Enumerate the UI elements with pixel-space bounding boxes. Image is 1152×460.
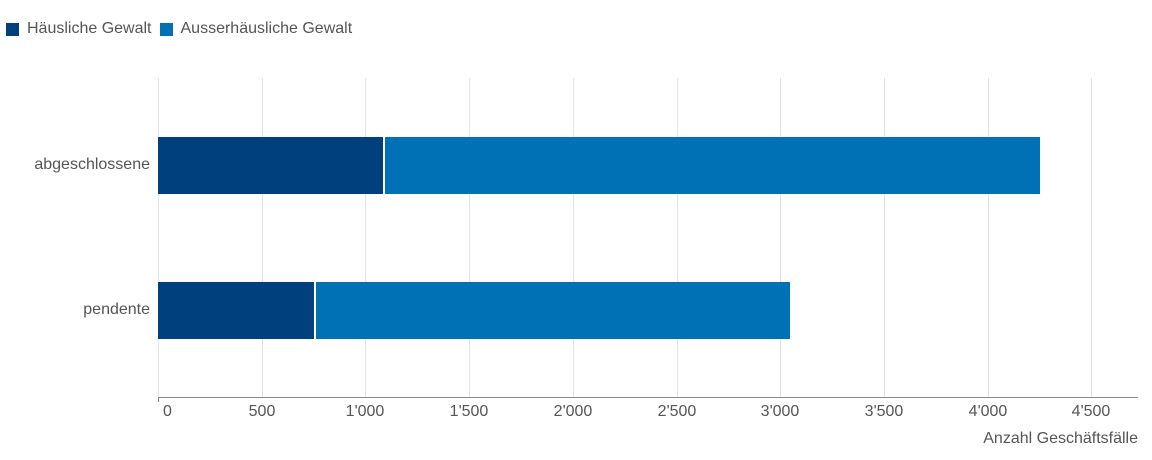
- x-tick-label: 4'000: [968, 403, 1008, 420]
- x-tick-label: 500: [248, 403, 276, 420]
- gridline: [884, 78, 885, 397]
- gridline: [780, 78, 781, 397]
- gridline: [573, 78, 574, 397]
- gridline: [365, 78, 366, 397]
- legend-item-ausserhaeusliche[interactable]: Ausserhäusliche Gewalt: [159, 20, 353, 38]
- gridline: [988, 78, 989, 397]
- y-category-label: abgeschlossene: [34, 156, 150, 173]
- gridline: [677, 78, 678, 397]
- bar-segment[interactable]: [316, 282, 790, 339]
- gridline: [158, 78, 159, 397]
- gridline: [262, 78, 263, 397]
- gridline: [1091, 78, 1092, 397]
- bar-segment[interactable]: [158, 282, 317, 339]
- x-tick-label: 3'000: [760, 403, 800, 420]
- x-tick-label: 0: [163, 403, 172, 420]
- y-category-label: pendente: [83, 301, 150, 318]
- x-axis-title: Anzahl Geschäftsfälle: [983, 430, 1138, 447]
- x-axis-tick: [158, 397, 159, 402]
- x-tick-label: 1'000: [345, 403, 385, 420]
- x-tick-label: 4'500: [1071, 403, 1111, 420]
- x-axis-line: [158, 397, 1138, 398]
- x-tick-label: 3'500: [864, 403, 904, 420]
- legend-label: Ausserhäusliche Gewalt: [180, 20, 353, 37]
- x-tick-label: 2'500: [657, 403, 697, 420]
- legend-swatch-haeusliche-icon: [6, 22, 19, 36]
- bar-segment[interactable]: [384, 137, 1041, 194]
- x-tick-label: 2'000: [553, 403, 593, 420]
- x-tick-label: 1'500: [449, 403, 489, 420]
- legend-item-haeusliche[interactable]: Häusliche Gewalt: [6, 20, 152, 38]
- chart-legend: Häusliche Gewalt Ausserhäusliche Gewalt: [6, 20, 360, 38]
- legend-swatch-ausserhaeusliche-icon: [159, 22, 173, 36]
- bar-segment[interactable]: [158, 137, 385, 194]
- gridline: [469, 78, 470, 397]
- legend-label: Häusliche Gewalt: [27, 20, 152, 37]
